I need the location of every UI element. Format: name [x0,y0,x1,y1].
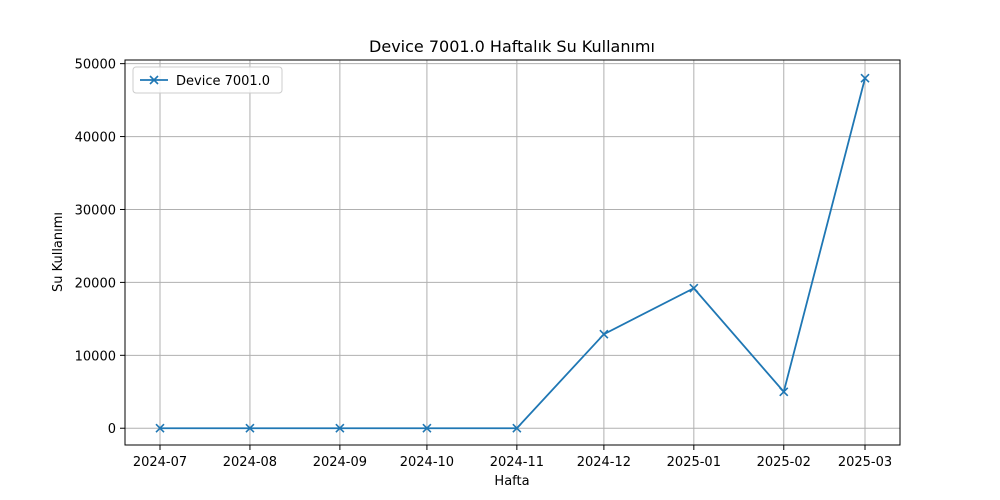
data-point-stroke [155,423,165,433]
x-tick-label: 2025-02 [757,455,811,470]
data-point-stroke [860,73,870,83]
data-point-stroke [512,423,522,433]
plot-frame [124,59,901,446]
y-tick-label: 10000 [75,349,116,364]
data-point [512,423,522,433]
x-tick-label: 2025-03 [838,455,892,470]
data-point-stroke [245,423,255,433]
axis-ticks: 2024-07 2024-08 2024-09 2024-10 2024-11 2024-… [75,58,893,470]
y-axis-label: Su Kullanımı [51,212,66,292]
data-point [689,283,699,293]
x-tick-label: 2024-08 [223,455,277,470]
y-tick-label: 20000 [75,276,116,291]
legend: Device 7001.0 [132,66,283,94]
data-point [155,423,165,433]
y-tick-label: 0 [108,422,116,437]
data-point [245,423,255,433]
x-tick-label: 2025-01 [667,455,721,470]
y-tick-label: 40000 [75,131,116,146]
legend-label: Device 7001.0 [176,74,270,89]
x-tick-label: 2024-10 [400,455,454,470]
x-tick-label: 2024-09 [313,455,367,470]
data-point [779,387,789,397]
series-line [160,78,866,430]
data-point [599,329,609,339]
x-tick-label: 2024-12 [577,455,631,470]
data-point [335,423,345,433]
x-tick-label: 2024-11 [490,455,544,470]
data-point-stroke [599,329,609,339]
data-point [422,423,432,433]
data-point-stroke [335,423,345,433]
chart-title: Device 7001.0 Haftalık Su Kullanımı [369,37,655,56]
y-tick-label: 30000 [75,203,116,218]
data-point-stroke [689,283,699,293]
x-axis-label: Hafta [494,474,529,489]
legend-box [132,66,283,94]
y-tick-label: 50000 [75,58,116,73]
series-layer [155,73,870,433]
data-point-stroke [422,423,432,433]
grid [125,60,900,445]
legend-marker-stroke [149,75,159,85]
data-point-stroke [779,387,789,397]
data-point [860,73,870,83]
x-tick-label: 2024-07 [133,455,187,470]
legend-marker [149,75,159,85]
